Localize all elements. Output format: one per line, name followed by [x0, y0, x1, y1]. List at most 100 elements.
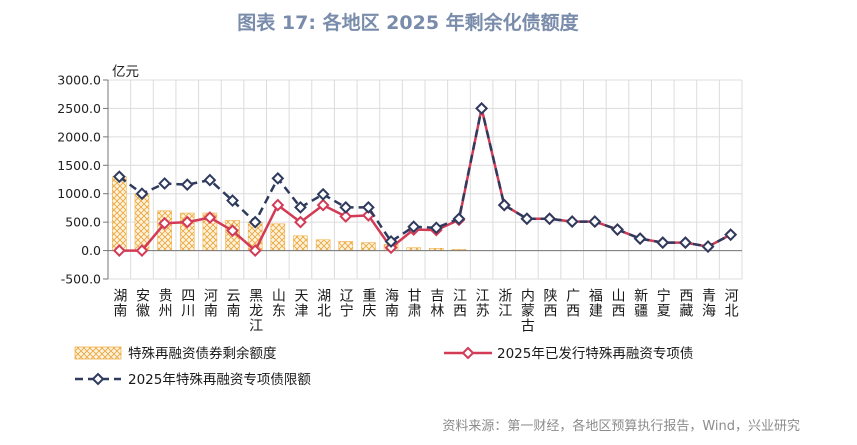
bar-remaining-安徽 [134, 193, 150, 251]
x-category-label: 西藏 [677, 288, 694, 318]
legend-label-limit: 2025年特殊再融资专项债限额 [128, 372, 311, 388]
y-tick-label: 2000.0 [57, 129, 101, 144]
x-category-label: 安徽 [133, 288, 150, 318]
marker-limit-山东 [271, 171, 285, 185]
legend: 特殊再融资债券剩余额度 2025年已发行特殊再融资专项债 2025年特殊再融资专… [74, 345, 693, 388]
x-category-label: 辽宁 [337, 288, 354, 318]
marker-limit-重庆 [361, 200, 375, 214]
marker-limit-四川 [180, 178, 194, 192]
y-tick-label: 3000.0 [57, 73, 101, 88]
marker-issued-黑龙江 [248, 244, 262, 257]
marker-limit-湖北 [316, 187, 330, 201]
marker-limit-江西 [452, 212, 466, 226]
bar-remaining-湖南 [112, 176, 127, 251]
x-category-label: 海南 [383, 288, 400, 318]
x-category-label: 甘肃 [405, 288, 422, 318]
marker-limit-青海 [701, 240, 715, 254]
marker-issued-安徽 [135, 244, 149, 257]
marker-limit-辽宁 [339, 200, 353, 214]
source-note: 资料来源：第一财经，各地区预算执行报告，Wind，兴业研究 [442, 418, 800, 434]
marker-limit-浙江 [497, 198, 511, 212]
x-category-label: 广西 [564, 288, 581, 318]
marker-limit-吉林 [429, 221, 443, 235]
marker-issued-云南 [226, 224, 239, 238]
bar-remaining-辽宁 [338, 241, 354, 251]
x-category-label: 黑龙江 [247, 288, 264, 333]
marker-limit-安徽 [135, 187, 149, 201]
y-tick-label: 500.0 [65, 215, 101, 230]
marker-limit-山西 [611, 223, 624, 236]
legend-swatch-limit-marker [91, 372, 105, 386]
x-category-label: 浙江 [496, 288, 513, 318]
y-tick-label: -500.0 [61, 272, 101, 287]
marker-limit-湖南 [112, 170, 126, 184]
x-category-label: 天津 [292, 288, 309, 318]
limit-series [112, 102, 738, 254]
y-tick-label: 1000.0 [57, 186, 101, 201]
marker-limit-甘肃 [407, 220, 421, 234]
x-category-label: 山西 [609, 288, 626, 318]
x-category-label: 内蒙古 [518, 288, 535, 333]
marker-limit-河南 [203, 173, 217, 187]
marker-issued-湖北 [316, 198, 330, 212]
y-tick-label: 1500.0 [57, 158, 101, 173]
legend-item-remaining: 特殊再融资债券剩余额度 [74, 345, 277, 362]
x-category-label: 湖北 [315, 288, 332, 318]
x-category-label: 江西 [450, 288, 467, 318]
marker-issued-河南 [203, 211, 217, 225]
marker-limit-江苏 [475, 102, 489, 115]
legend-item-issued: 2025年已发行特殊再融资专项债 [444, 346, 693, 362]
marker-issued-四川 [180, 215, 194, 229]
marker-limit-云南 [226, 194, 239, 207]
marker-limit-新疆 [633, 232, 647, 246]
x-category-label: 河南 [201, 288, 218, 318]
x-category-label: 重庆 [360, 288, 377, 318]
marker-limit-陕西 [543, 212, 556, 226]
x-category-label: 宁夏 [654, 288, 671, 318]
marker-issued-湖南 [112, 244, 126, 257]
y-tick-labels: 3000.0 2500.0 2000.0 1500.0 1000.0 500.0 0.0 -5… [57, 73, 101, 287]
marker-limit-西藏 [678, 236, 692, 250]
x-category-label: 山东 [269, 288, 286, 318]
y-axis-unit: 亿元 [112, 64, 139, 80]
marker-limit-内蒙古 [520, 212, 534, 226]
x-category-label: 陕西 [541, 288, 558, 318]
x-category-label: 四川 [179, 288, 196, 318]
bar-remaining-湖北 [315, 239, 331, 251]
marker-issued-辽宁 [339, 210, 353, 223]
x-category-label: 江苏 [473, 288, 490, 318]
marker-limit-广西 [565, 215, 579, 228]
bar-remaining-天津 [293, 235, 308, 251]
marker-limit-宁夏 [656, 236, 670, 250]
marker-issued-天津 [294, 215, 307, 229]
x-category-label: 湖南 [111, 288, 128, 318]
marker-limit-福建 [588, 215, 602, 228]
y-tick-label: 2500.0 [57, 101, 101, 116]
line-issued [119, 107, 732, 252]
x-category-label: 云南 [224, 288, 241, 318]
marker-limit-黑龙江 [248, 215, 262, 229]
x-category-label: 青海 [700, 288, 717, 318]
x-category-label: 河北 [722, 288, 739, 318]
legend-swatch-issued-marker [461, 346, 475, 360]
x-category-label: 福建 [586, 288, 603, 318]
marker-limit-天津 [294, 200, 307, 214]
bar-remaining-重庆 [361, 242, 376, 251]
legend-item-limit: 2025年特殊再融资专项债限额 [75, 372, 311, 388]
legend-label-remaining: 特殊再融资债券剩余额度 [128, 345, 277, 362]
bar-remaining-山东 [270, 223, 286, 251]
marker-limit-贵州 [158, 177, 172, 190]
chart-title: 图表 17: 各地区 2025 年剩余化债额度 [237, 11, 579, 34]
legend-label-issued: 2025年已发行特殊再融资专项债 [497, 346, 693, 362]
marker-limit-河北 [724, 228, 738, 242]
marker-limit-海南 [384, 235, 398, 248]
marker-issued-贵州 [158, 216, 172, 230]
x-category-label: 新疆 [632, 288, 649, 318]
legend-swatch-bar [74, 346, 122, 360]
x-category-label: 贵州 [156, 288, 173, 318]
axes [103, 79, 742, 280]
y-tick-label: 0.0 [81, 243, 101, 258]
marker-issued-山东 [271, 198, 285, 212]
